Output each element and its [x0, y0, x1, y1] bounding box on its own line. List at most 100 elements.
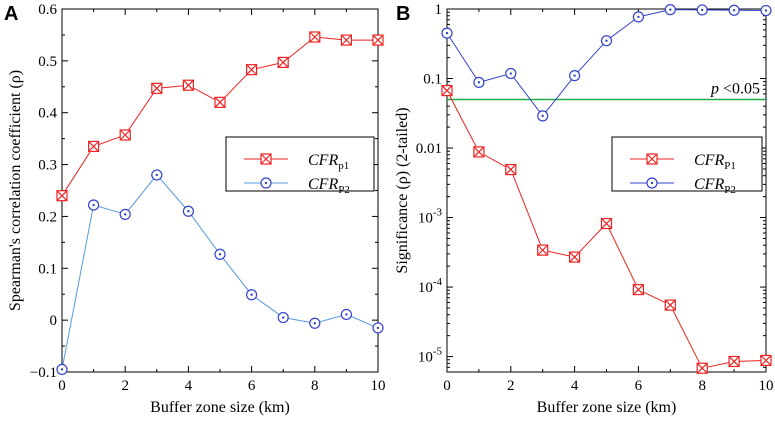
x-tick-label: 0	[443, 378, 451, 394]
data-point	[151, 82, 163, 94]
y-tick-label: −0.1	[30, 365, 57, 381]
data-point	[537, 244, 549, 256]
series-p2	[56, 169, 384, 376]
legend-label: CFRp1	[308, 152, 349, 172]
data-point	[441, 27, 453, 39]
data-point-dot	[155, 173, 158, 177]
x-tick-label: 6	[635, 378, 643, 394]
data-point	[505, 67, 517, 80]
data-point	[182, 79, 194, 91]
legend-box	[225, 136, 375, 192]
data-point-dot	[541, 114, 544, 118]
data-point	[632, 283, 645, 296]
panel-label-a: A	[4, 3, 18, 25]
data-point-dot	[376, 326, 380, 330]
data-point	[340, 308, 352, 321]
data-point-cross	[537, 244, 549, 256]
data-point-cross	[182, 79, 194, 91]
y-tick-label: 10-3	[418, 207, 443, 227]
data-point	[760, 4, 772, 17]
legend-subscript: P2	[724, 184, 736, 196]
y-tick-base: 10	[418, 350, 433, 366]
y-tick-base: 10	[418, 280, 433, 296]
data-point	[87, 199, 100, 211]
legend-name: CFR	[308, 176, 338, 193]
data-point	[664, 299, 676, 311]
data-point	[309, 31, 321, 43]
y-tick-base: 10	[418, 211, 433, 227]
data-point	[151, 169, 163, 181]
data-point	[568, 70, 581, 82]
data-point-cross	[728, 356, 740, 367]
legend-marker	[646, 153, 658, 165]
data-point	[277, 311, 289, 324]
series-p1	[56, 31, 384, 202]
data-point	[441, 85, 453, 97]
legend-label: CFRP1	[694, 152, 736, 172]
threshold-label: p <0.05	[710, 80, 760, 97]
data-point-dot	[124, 213, 127, 216]
y-tick-label: 0.01	[416, 141, 442, 157]
legend-label: CFRP2	[308, 176, 350, 196]
panel-label-b: B	[396, 3, 410, 25]
data-point-dot	[573, 74, 576, 77]
data-point-dot	[282, 316, 285, 319]
data-point	[277, 56, 289, 69]
data-point	[182, 205, 194, 217]
x-tick-label: 8	[698, 378, 706, 394]
data-point-cross	[569, 251, 581, 263]
data-point-dot	[345, 313, 348, 316]
data-point	[632, 11, 645, 23]
data-point	[505, 163, 517, 176]
x-axis: 0 2 4 6 8 10	[443, 9, 774, 394]
series-line	[446, 90, 767, 369]
y-tick-label: 0	[50, 313, 58, 329]
data-point-dot	[637, 15, 640, 19]
x-tick-label: 8	[311, 378, 319, 394]
data-point	[664, 4, 676, 16]
legend-subscript: P2	[338, 184, 350, 196]
data-point-dot	[60, 368, 64, 371]
data-point	[537, 110, 549, 122]
y-tick-label: 0.1	[38, 261, 57, 277]
data-point	[56, 363, 68, 376]
data-point-cross	[473, 146, 485, 158]
legend-entry: CFRP1	[630, 152, 736, 172]
data-point-cross	[214, 96, 226, 108]
data-point-cross	[696, 362, 708, 374]
y-tick-exponent: -5	[433, 346, 443, 358]
x-tick-label: 10	[371, 378, 386, 394]
data-point-dot	[509, 72, 512, 75]
legend-entry: CFRp1	[244, 152, 349, 172]
data-point-dot	[732, 9, 736, 12]
data-point	[119, 208, 131, 220]
data-point-cross	[246, 64, 258, 76]
data-point	[340, 34, 352, 46]
data-point	[309, 317, 321, 329]
data-point-dot	[477, 81, 481, 84]
y-tick-label: 10-4	[418, 276, 443, 296]
data-point-dot	[187, 210, 190, 213]
legend-name: CFR	[308, 152, 338, 169]
data-point-cross	[151, 82, 163, 94]
data-point-cross	[632, 284, 644, 296]
legend-marker-cross	[260, 153, 272, 165]
y-tick-exponent: -3	[433, 207, 443, 219]
y-tick-exponent: -4	[433, 276, 443, 288]
data-point-dot	[669, 8, 672, 11]
x-axis-label: Buffer zone size (km)	[150, 399, 290, 416]
legend-marker	[260, 153, 272, 165]
data-point	[728, 355, 740, 368]
legend-subscript: P1	[724, 160, 736, 172]
y-axis-label: Significance (ρ) (2-tailed)	[394, 107, 411, 273]
data-point-cross	[601, 218, 612, 229]
data-point	[246, 64, 258, 76]
data-point	[372, 34, 384, 46]
data-point-dot	[605, 39, 608, 42]
data-point-cross	[277, 56, 289, 68]
x-tick-label: 10	[759, 378, 774, 394]
data-point	[473, 146, 485, 158]
data-point-cross	[664, 299, 676, 311]
